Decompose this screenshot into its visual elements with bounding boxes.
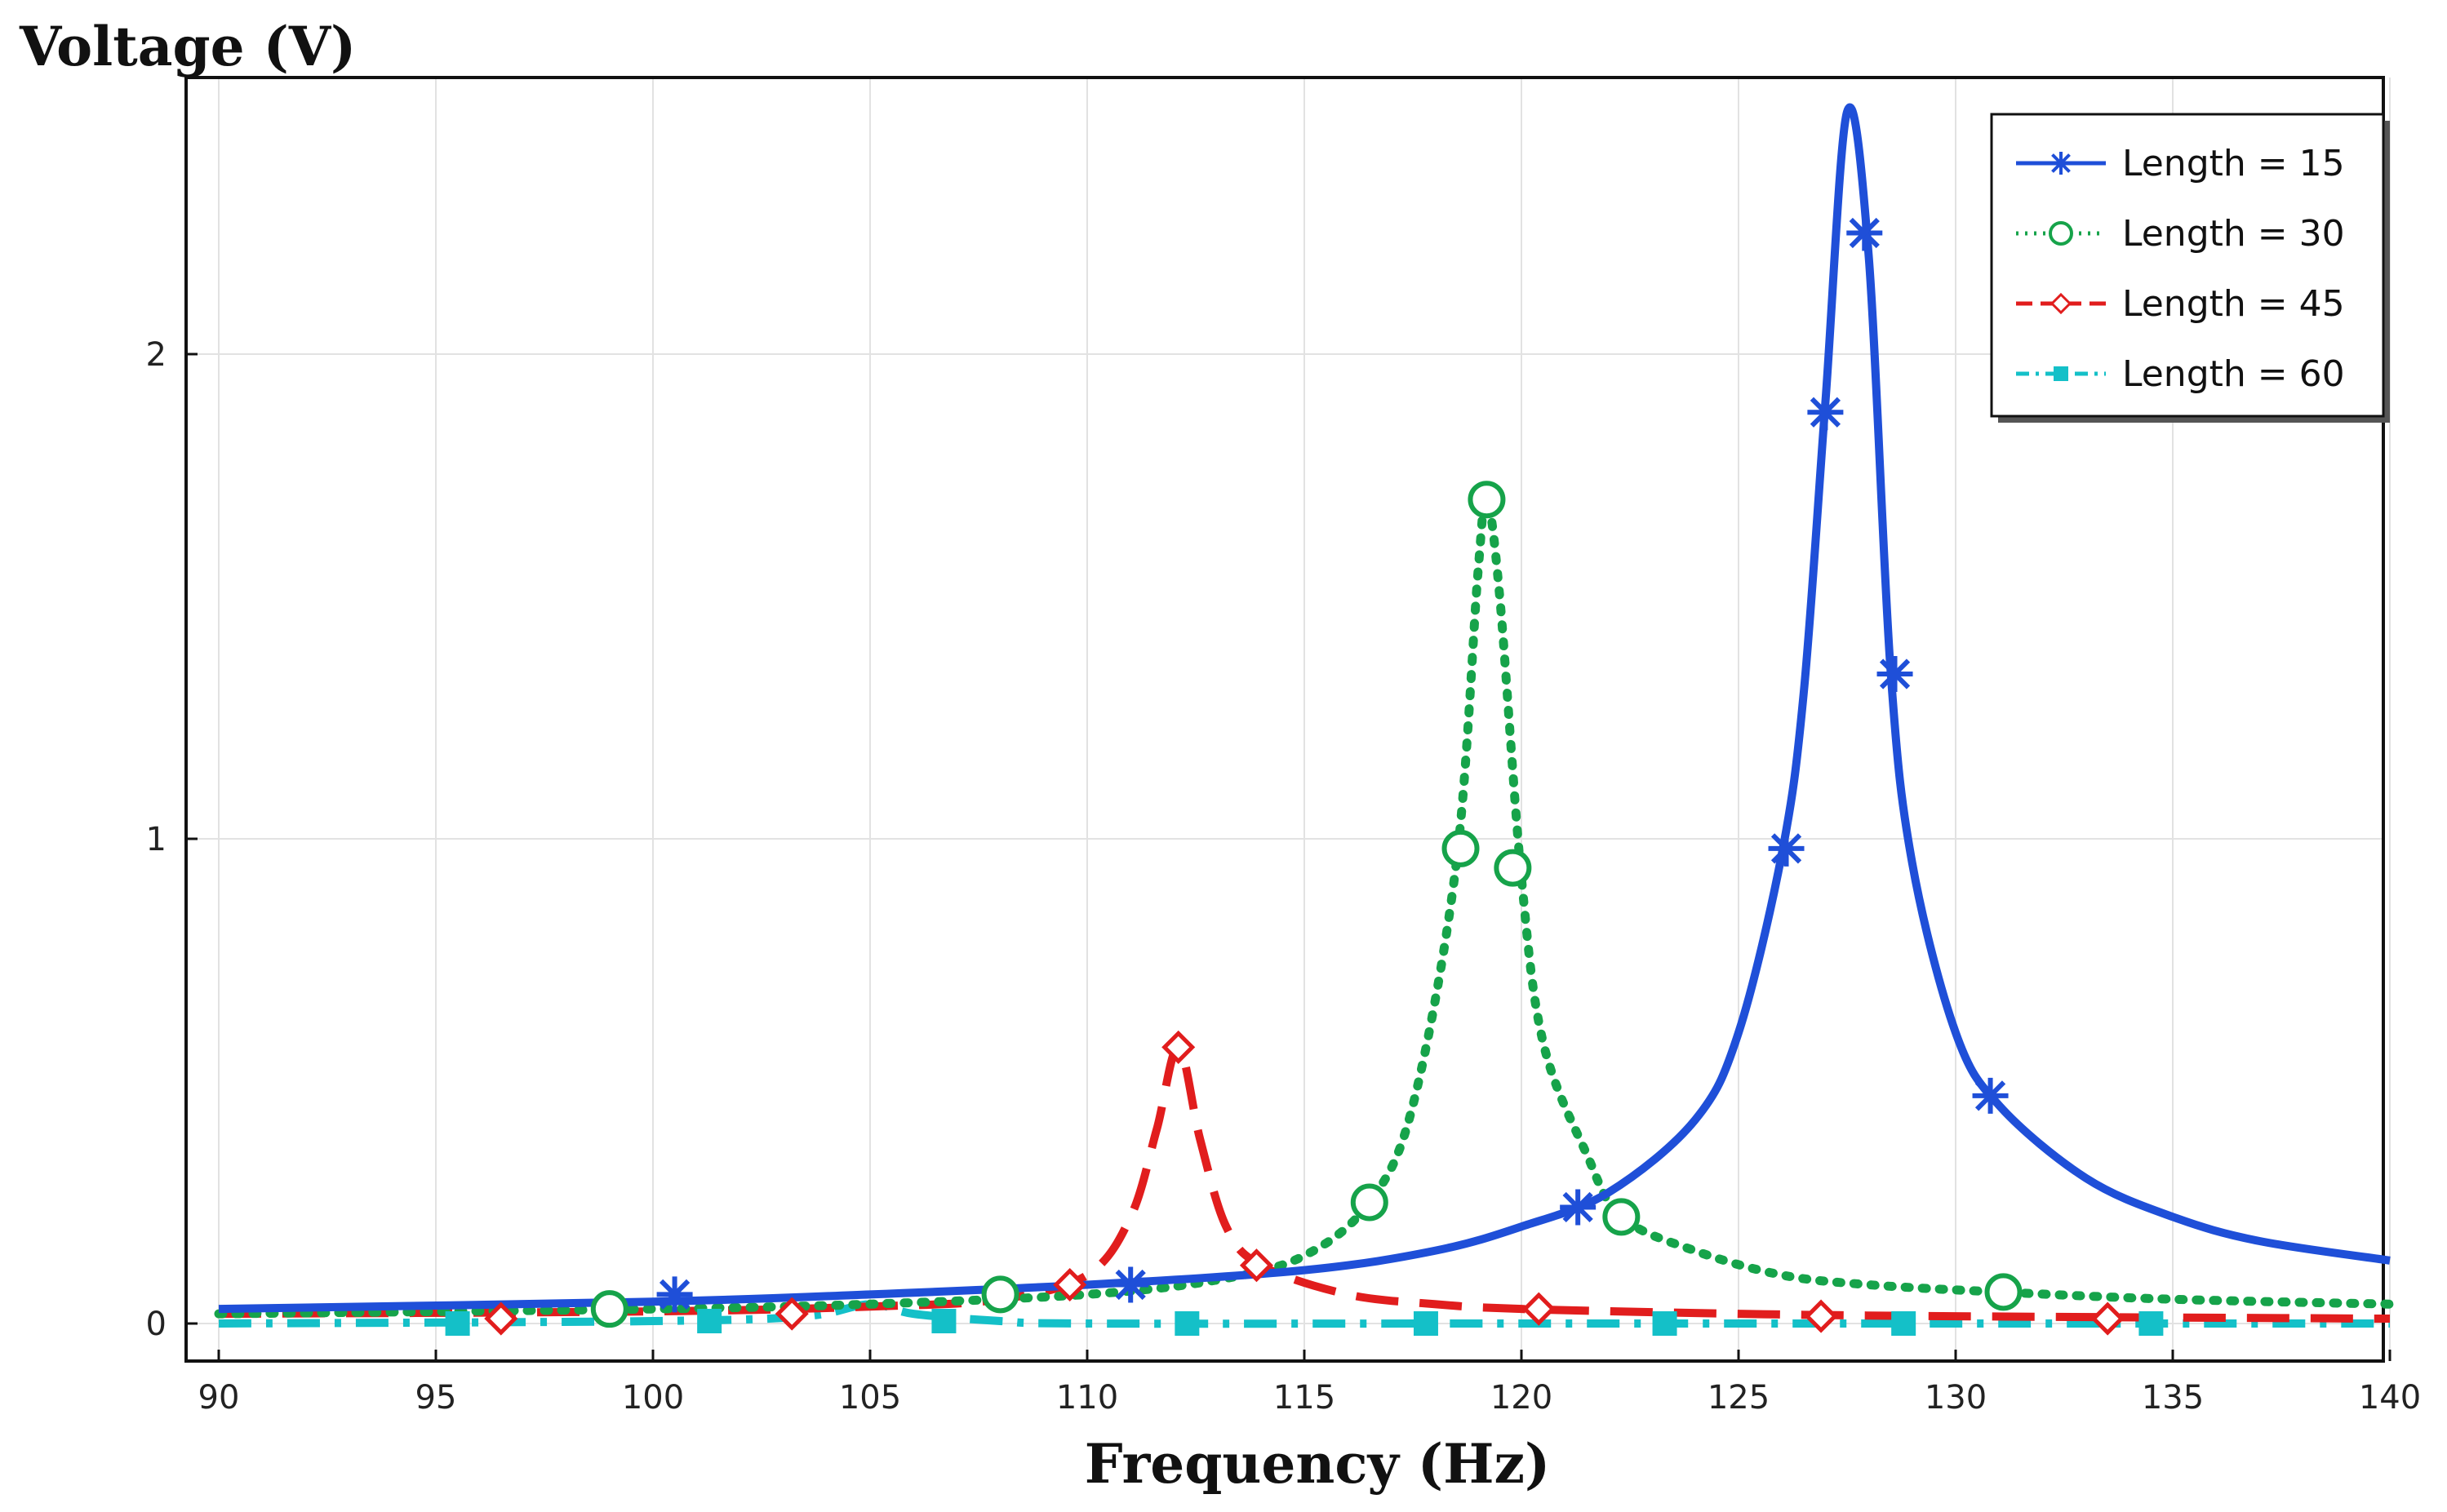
series-marker-length-45 — [2090, 1301, 2125, 1336]
legend-marker-star — [2051, 153, 2071, 173]
series-line-length-45 — [218, 1043, 2391, 1324]
legend-item[interactable]: Length = 60 — [2016, 353, 2345, 395]
series-line-length-60 — [218, 1300, 2390, 1328]
series-marker-length-30 — [981, 1275, 1019, 1314]
series-marker-length-15 — [656, 1276, 693, 1313]
y-tick-label: 2 — [146, 336, 167, 374]
series-marker-length-45 — [1161, 1030, 1196, 1064]
series-marker-length-60 — [2138, 1311, 2164, 1336]
series-marker-length-45 — [1804, 1299, 1838, 1333]
legend-label: Length = 45 — [2122, 283, 2345, 325]
x-tick-label: 115 — [1273, 1379, 1335, 1417]
x-tick-label: 130 — [1925, 1379, 1987, 1417]
legend-label: Length = 30 — [2122, 213, 2345, 255]
series-marker-length-45 — [1521, 1292, 1556, 1326]
legend-marker-diamond — [2050, 292, 2072, 315]
legend-label: Length = 60 — [2122, 353, 2345, 395]
series-marker-length-30 — [1602, 1198, 1641, 1236]
x-tick-label: 110 — [1056, 1379, 1118, 1417]
series-marker-length-45 — [1239, 1248, 1274, 1283]
series-line-length-30 — [214, 494, 2395, 1319]
x-tick-label: 135 — [2142, 1379, 2204, 1417]
series-marker-length-30 — [1350, 1183, 1388, 1222]
legend-label: Length = 15 — [2122, 143, 2345, 184]
series-marker-length-15 — [1112, 1266, 1149, 1303]
y-tick-label: 1 — [146, 821, 167, 858]
legend[interactable]: Length = 15 Length = 30 Length = 45 Length … — [1990, 113, 2390, 423]
x-axis-title: Frequency (Hz) — [1084, 1432, 1551, 1496]
x-tick-label: 100 — [622, 1379, 684, 1417]
series-marker-length-30 — [1468, 481, 1506, 519]
x-tick-label: 95 — [415, 1379, 457, 1417]
grid-lines — [186, 78, 2391, 1361]
legend-item[interactable]: Length = 15 — [2016, 143, 2345, 184]
legend-marker-circle — [2049, 221, 2073, 246]
series-marker-length-15 — [1972, 1077, 2009, 1114]
series-marker-length-15 — [1846, 215, 1883, 251]
x-tick-label: 105 — [839, 1379, 901, 1417]
series-marker-length-30 — [1494, 849, 1532, 887]
series-marker-length-60 — [445, 1311, 470, 1336]
x-tick-label: 125 — [1708, 1379, 1770, 1417]
series-marker-length-15 — [1768, 830, 1805, 867]
plot-frame — [184, 76, 2385, 1363]
series-marker-length-60 — [697, 1309, 722, 1334]
series-marker-length-45 — [775, 1297, 809, 1331]
series-marker-length-60 — [1175, 1311, 1200, 1336]
series-marker-length-60 — [1652, 1311, 1677, 1336]
x-tick-label: 90 — [198, 1379, 240, 1417]
series-marker-length-15 — [1560, 1189, 1597, 1226]
series-marker-length-30 — [1441, 829, 1480, 867]
axis-ticks: 90 95 100 105 110 115 120 125 130 135 140 0 1 2 — [146, 336, 2422, 1417]
series-marker-length-60 — [1413, 1311, 1438, 1336]
series-marker-length-45 — [1053, 1267, 1087, 1302]
legend-item[interactable]: Length = 30 — [2016, 213, 2345, 255]
series-marker-length-30 — [590, 1290, 628, 1328]
series-marker-length-60 — [931, 1309, 957, 1334]
y-tick-label: 0 — [146, 1306, 167, 1343]
series-marker-length-60 — [1891, 1311, 1916, 1336]
series-marker-length-30 — [1984, 1273, 2023, 1311]
series-marker-length-15 — [1876, 656, 1913, 693]
legend-item[interactable]: Length = 45 — [2016, 283, 2345, 325]
series-marker-length-15 — [1807, 394, 1844, 431]
legend-marker-square — [2054, 366, 2068, 381]
series-marker-length-45 — [484, 1301, 518, 1336]
y-axis-title: Voltage (V) — [20, 15, 357, 78]
series-markers — [445, 215, 2164, 1336]
x-tick-label: 120 — [1490, 1379, 1552, 1417]
x-tick-label: 140 — [2359, 1379, 2421, 1417]
